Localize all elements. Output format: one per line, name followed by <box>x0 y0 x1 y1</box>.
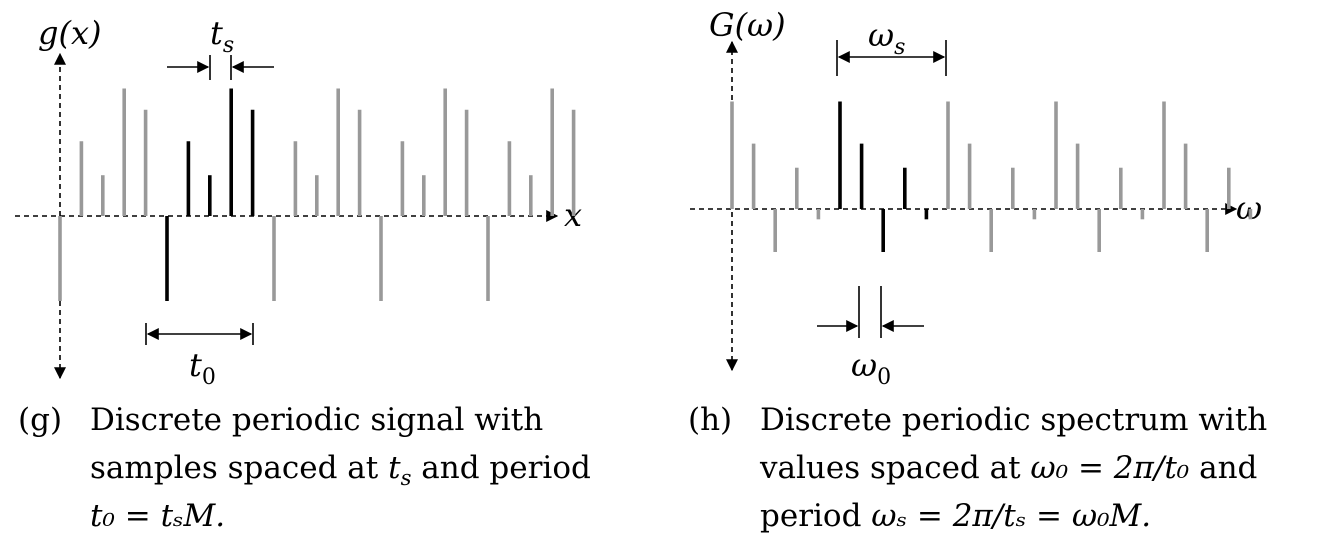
caption-h-line1: Discrete periodic spectrum with <box>760 402 1268 438</box>
h-w0-label: ω0 <box>851 346 891 390</box>
caption-h-line2: values spaced at ω₀ = 2π/t₀ and <box>760 450 1258 486</box>
caption-g-line1: Discrete periodic signal with <box>90 402 544 438</box>
g-t0-label: t0 <box>189 346 216 390</box>
caption-g-line3: t₀ = tₛM. <box>90 498 226 534</box>
h-x-axis-label: ω <box>1236 189 1262 227</box>
caption-g-tag: (g) <box>18 402 63 438</box>
panel-h: G(ω) ω ωs ω0 <box>690 6 1262 390</box>
h-ws-label: ωs <box>868 16 905 60</box>
panel-g: g(x) x ts t0 <box>15 14 582 390</box>
g-y-axis-label: g(x) <box>38 14 102 52</box>
caption-h-line3: period ωₛ = 2π/tₛ = ω₀M. <box>760 498 1152 534</box>
g-ts-label: ts <box>210 14 234 58</box>
caption-h-tag: (h) <box>688 402 733 438</box>
h-samples <box>730 101 1253 252</box>
caption-g-line2: samples spaced at ts and period <box>90 450 591 491</box>
g-samples <box>58 88 576 301</box>
h-y-axis-label: G(ω) <box>709 6 786 44</box>
